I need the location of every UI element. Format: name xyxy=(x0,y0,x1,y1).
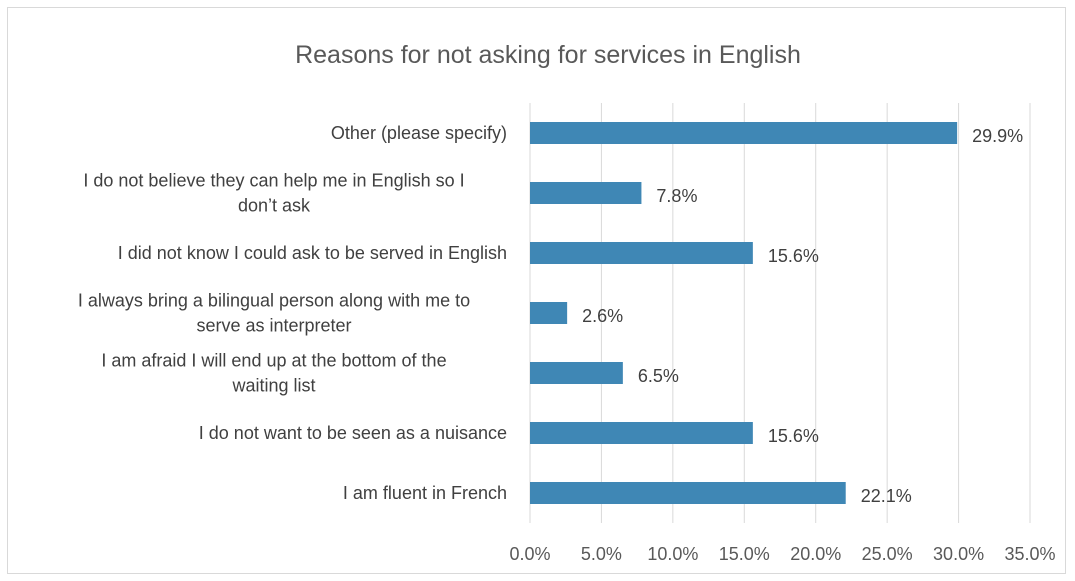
category-label-line: I am fluent in French xyxy=(343,483,507,503)
category-label: I am afraid I will end up at the bottom … xyxy=(101,351,446,396)
category-labels: Other (please specify) I do not believe t… xyxy=(78,123,507,503)
category-label-line: I do not want to be seen as a nuisance xyxy=(199,423,507,443)
bar xyxy=(530,362,623,384)
gridlines xyxy=(529,103,1031,523)
x-tick-label: 30.0% xyxy=(933,544,984,564)
bars xyxy=(530,122,958,504)
category-label: I am fluent in French xyxy=(343,483,507,503)
data-label: 22.1% xyxy=(861,486,912,506)
bar xyxy=(530,182,642,204)
category-label-line: Other (please specify) xyxy=(331,123,507,143)
chart-title: Reasons for not asking for services in E… xyxy=(295,41,801,69)
category-label-line: serve as interpreter xyxy=(196,316,351,336)
bar xyxy=(530,302,568,324)
bar xyxy=(530,422,753,444)
bar xyxy=(530,122,958,144)
category-label-line: I always bring a bilingual person along … xyxy=(78,291,470,311)
value-labels: 29.9% 7.8% 15.6% 2.6% 6.5% 15.6% 22.1% xyxy=(582,126,1023,506)
category-label-line: waiting list xyxy=(231,376,315,396)
data-label: 7.8% xyxy=(656,186,697,206)
category-label: Other (please specify) xyxy=(331,123,507,143)
category-label: I do not want to be seen as a nuisance xyxy=(199,423,507,443)
x-tick-label: 0.0% xyxy=(509,544,550,564)
category-label: I always bring a bilingual person along … xyxy=(78,291,470,336)
category-label: I did not know I could ask to be served … xyxy=(118,243,507,263)
x-tick-label: 25.0% xyxy=(862,544,913,564)
bar xyxy=(530,482,846,504)
category-label-line: don’t ask xyxy=(238,196,311,216)
x-tick-label: 35.0% xyxy=(1004,544,1055,564)
data-label: 6.5% xyxy=(638,366,679,386)
category-label-line: I do not believe they can help me in Eng… xyxy=(83,171,464,191)
bar xyxy=(530,242,753,264)
category-label: I do not believe they can help me in Eng… xyxy=(83,171,464,216)
x-tick-label: 15.0% xyxy=(719,544,770,564)
x-tick-label: 20.0% xyxy=(790,544,841,564)
category-label-line: I did not know I could ask to be served … xyxy=(118,243,507,263)
x-tick-label: 5.0% xyxy=(581,544,622,564)
data-label: 2.6% xyxy=(582,306,623,326)
x-tick-label: 10.0% xyxy=(647,544,698,564)
data-label: 15.6% xyxy=(768,246,819,266)
category-label-line: I am afraid I will end up at the bottom … xyxy=(101,351,446,371)
data-label: 29.9% xyxy=(972,126,1023,146)
data-label: 15.6% xyxy=(768,426,819,446)
chart-frame xyxy=(7,7,1066,574)
x-tick-labels: 0.0% 5.0% 10.0% 15.0% 20.0% 25.0% 30.0% 35.0% xyxy=(509,544,1055,564)
